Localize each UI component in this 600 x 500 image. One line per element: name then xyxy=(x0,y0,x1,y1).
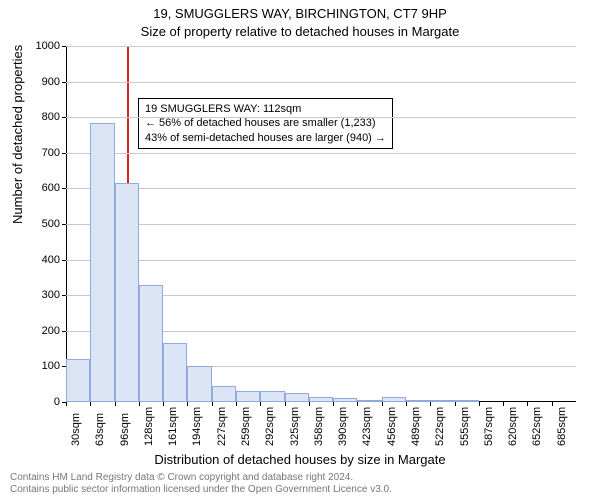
y-tick-mark xyxy=(62,295,66,296)
x-tick-mark xyxy=(455,402,456,406)
x-tick-label: 652sqm xyxy=(531,407,543,446)
x-tick-label: 128sqm xyxy=(143,407,155,446)
x-tick-mark xyxy=(333,402,334,406)
x-tick-mark xyxy=(90,402,91,406)
x-tick-label: 63sqm xyxy=(94,413,106,446)
y-tick-label: 100 xyxy=(20,360,60,372)
histogram-bar xyxy=(236,391,260,402)
x-axis-label: Distribution of detached houses by size … xyxy=(0,452,600,467)
x-tick-label: 358sqm xyxy=(313,407,325,446)
histogram-bar xyxy=(90,123,114,402)
footer-text: Contains public sector information licen… xyxy=(10,484,392,495)
plot-area: 19 SMUGGLERS WAY: 112sqm ← 56% of detach… xyxy=(66,46,576,402)
x-tick-mark xyxy=(212,402,213,406)
histogram-bar xyxy=(139,285,163,402)
gridline xyxy=(66,117,576,118)
y-tick-label: 800 xyxy=(20,111,60,123)
x-tick-label: 390sqm xyxy=(337,407,349,446)
histogram-bar xyxy=(455,400,479,402)
x-tick-label: 423sqm xyxy=(361,407,373,446)
x-tick-mark xyxy=(357,402,358,406)
y-tick-mark xyxy=(62,188,66,189)
x-tick-mark xyxy=(115,402,116,406)
annotation-line: ← 56% of detached houses are smaller (1,… xyxy=(145,116,386,130)
x-tick-label: 555sqm xyxy=(459,407,471,446)
x-tick-mark xyxy=(382,402,383,406)
y-tick-mark xyxy=(62,46,66,47)
x-tick-label: 456sqm xyxy=(386,407,398,446)
annotation-line: 19 SMUGGLERS WAY: 112sqm xyxy=(145,102,386,116)
x-tick-mark xyxy=(163,402,164,406)
x-tick-label: 522sqm xyxy=(434,407,446,446)
histogram-bar xyxy=(187,366,211,402)
histogram-bar xyxy=(406,400,430,402)
gridline xyxy=(66,82,576,83)
gridline xyxy=(66,153,576,154)
histogram-bar xyxy=(212,386,236,402)
y-tick-label: 400 xyxy=(20,254,60,266)
x-tick-label: 620sqm xyxy=(507,407,519,446)
x-tick-mark xyxy=(66,402,67,406)
y-tick-mark xyxy=(62,260,66,261)
y-tick-label: 500 xyxy=(20,218,60,230)
histogram-bar xyxy=(430,400,454,402)
x-tick-mark xyxy=(309,402,310,406)
histogram-bar xyxy=(115,183,139,402)
y-tick-mark xyxy=(62,153,66,154)
y-tick-label: 0 xyxy=(20,396,60,408)
histogram-bar xyxy=(309,397,333,402)
x-tick-label: 30sqm xyxy=(70,413,82,446)
y-tick-mark xyxy=(62,117,66,118)
x-tick-label: 292sqm xyxy=(264,407,276,446)
gridline xyxy=(66,188,576,189)
x-tick-mark xyxy=(406,402,407,406)
x-tick-mark xyxy=(430,402,431,406)
chart-subtitle: Size of property relative to detached ho… xyxy=(0,24,600,39)
y-tick-label: 600 xyxy=(20,182,60,194)
x-tick-mark xyxy=(285,402,286,406)
x-tick-label: 325sqm xyxy=(289,407,301,446)
x-tick-mark xyxy=(527,402,528,406)
y-axis-label: Number of detached properties xyxy=(10,45,25,224)
histogram-bar xyxy=(357,400,381,402)
histogram-bar xyxy=(66,359,90,402)
gridline xyxy=(66,46,576,47)
chart-container: 19, SMUGGLERS WAY, BIRCHINGTON, CT7 9HP … xyxy=(0,0,600,500)
gridline xyxy=(66,224,576,225)
x-tick-mark xyxy=(139,402,140,406)
gridline xyxy=(66,260,576,261)
x-tick-label: 685sqm xyxy=(556,407,568,446)
histogram-bar xyxy=(382,397,406,402)
histogram-bar xyxy=(260,391,284,402)
y-tick-label: 700 xyxy=(20,147,60,159)
y-tick-label: 200 xyxy=(20,325,60,337)
x-tick-mark xyxy=(479,402,480,406)
x-tick-mark xyxy=(236,402,237,406)
x-tick-label: 259sqm xyxy=(240,407,252,446)
x-tick-mark xyxy=(503,402,504,406)
histogram-bar xyxy=(163,343,187,402)
x-tick-mark xyxy=(187,402,188,406)
chart-title: 19, SMUGGLERS WAY, BIRCHINGTON, CT7 9HP xyxy=(0,6,600,21)
x-tick-label: 227sqm xyxy=(216,407,228,446)
x-tick-label: 96sqm xyxy=(119,413,131,446)
x-tick-mark xyxy=(260,402,261,406)
y-tick-mark xyxy=(62,224,66,225)
y-tick-label: 300 xyxy=(20,289,60,301)
x-tick-mark xyxy=(552,402,553,406)
footer-text: Contains HM Land Registry data © Crown c… xyxy=(10,472,353,483)
histogram-bar xyxy=(333,398,357,402)
x-tick-label: 489sqm xyxy=(410,407,422,446)
y-tick-label: 1000 xyxy=(20,40,60,52)
annotation-box: 19 SMUGGLERS WAY: 112sqm ← 56% of detach… xyxy=(138,98,393,149)
y-tick-label: 900 xyxy=(20,76,60,88)
annotation-line: 43% of semi-detached houses are larger (… xyxy=(145,131,386,145)
x-tick-label: 161sqm xyxy=(167,407,179,446)
y-tick-mark xyxy=(62,82,66,83)
y-tick-mark xyxy=(62,331,66,332)
histogram-bar xyxy=(285,393,309,402)
x-tick-label: 587sqm xyxy=(483,407,495,446)
x-tick-label: 194sqm xyxy=(191,407,203,446)
